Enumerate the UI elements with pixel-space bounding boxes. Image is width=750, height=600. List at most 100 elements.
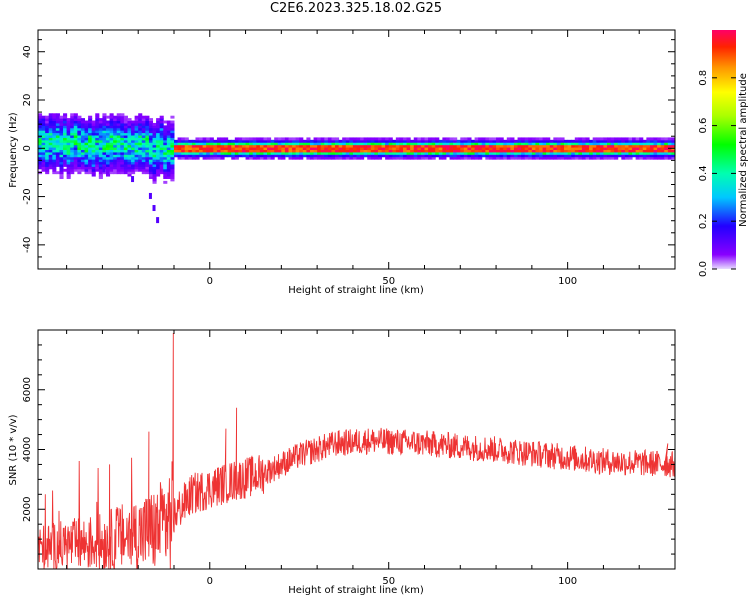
spectrogram-cell xyxy=(249,151,254,155)
spectrogram-cell xyxy=(639,149,644,153)
spectrogram-cell xyxy=(59,149,64,153)
spectrogram-cell xyxy=(116,139,121,143)
spectrogram-cell xyxy=(589,156,594,160)
spectrogram-cell xyxy=(553,156,558,160)
spectrogram-cell xyxy=(549,151,554,155)
spectrogram-cell xyxy=(324,156,329,160)
spectrogram-cell xyxy=(123,125,128,129)
snr-x-tick-label: 50 xyxy=(382,576,395,587)
spectrogram-cell xyxy=(234,142,239,146)
spectrogram-cell xyxy=(141,151,146,155)
spectrogram-cell xyxy=(52,139,57,143)
spectrogram-cell xyxy=(360,149,365,153)
spectrogram-cell xyxy=(91,135,96,138)
spectrogram-cell xyxy=(113,139,118,143)
spectrogram-cell xyxy=(299,149,304,153)
spectrogram-cell xyxy=(241,151,247,155)
spectrogram-cell xyxy=(152,132,157,136)
spectrogram-cell xyxy=(113,130,118,134)
spectrogram-cell xyxy=(156,151,161,155)
spectrogram-cell xyxy=(109,163,114,167)
spectrogram-cell xyxy=(320,154,325,158)
spectrogram-cell xyxy=(349,139,354,143)
spectrogram-cell xyxy=(116,151,121,155)
spectrogram-cell xyxy=(284,151,290,155)
spectrogram-cell xyxy=(420,147,425,150)
spectrogram-cell xyxy=(109,154,114,158)
spectrogram-cell xyxy=(360,142,365,146)
spectrogram-cell xyxy=(521,139,526,143)
spectrogram-cell xyxy=(170,156,175,160)
spectrogram-cell xyxy=(231,154,236,158)
spectrogram-cell xyxy=(152,154,157,158)
spectrogram-cell xyxy=(288,139,293,143)
spectrogram-cell xyxy=(70,127,75,131)
spectrogram-cell xyxy=(206,147,211,150)
spectrogram-cell xyxy=(556,147,561,150)
spectrogram-cell xyxy=(320,142,325,146)
spectrogram-cell xyxy=(524,149,529,153)
spectrogram-cell xyxy=(55,115,60,119)
spectrogram-cell xyxy=(370,147,375,150)
spectrogram-cell xyxy=(66,127,71,131)
spectrogram-cell xyxy=(406,144,411,148)
spectrogram-cell xyxy=(492,142,497,146)
spectrogram-cell xyxy=(91,163,96,167)
spectrogram-cell xyxy=(66,166,71,170)
spectrogram-cell xyxy=(195,147,200,150)
spectrogram-cell xyxy=(309,139,315,143)
spectrogram-cell xyxy=(424,147,429,150)
spectrogram-cell xyxy=(48,120,53,124)
spectrogram-cell xyxy=(531,142,536,146)
spectrogram-cell xyxy=(202,142,207,146)
spectrogram-cell xyxy=(331,151,336,155)
spectrogram-cell xyxy=(385,137,390,141)
spectrogram-cell xyxy=(485,139,490,143)
spectrogram-cell xyxy=(98,130,103,134)
spectrogram-cell xyxy=(399,142,404,146)
spectrogram-cell xyxy=(263,151,268,155)
spectrogram-cell xyxy=(48,159,53,163)
spectrogram-cell xyxy=(41,156,46,160)
spectrogram-cell xyxy=(102,130,107,134)
spectrogram-cell xyxy=(41,120,46,124)
spectrogram-cell xyxy=(109,122,114,126)
spectrogram-cell xyxy=(45,147,50,150)
spectrogram-cell xyxy=(177,144,182,148)
spectrogram-cell xyxy=(95,151,100,155)
spectrogram-cell xyxy=(356,137,361,141)
spectrogram-cell xyxy=(653,147,658,150)
spectrogram-cell xyxy=(95,115,100,119)
spectrogram-cell xyxy=(184,139,189,143)
spectrogram-cells xyxy=(38,113,675,224)
spectrogram-cell xyxy=(431,139,436,143)
spectrogram-cell xyxy=(159,154,164,158)
spectrogram-cell xyxy=(374,154,379,158)
spectrogram-cell xyxy=(313,139,318,143)
spectrogram-cell xyxy=(585,137,590,141)
spectrogram-cell xyxy=(116,120,121,124)
spectrogram-cell xyxy=(148,120,154,124)
spectrogram-cell xyxy=(80,151,86,155)
spectrogram-cell xyxy=(123,156,128,160)
spectrogram-cell xyxy=(417,156,422,160)
spectrogram-cell xyxy=(170,176,175,179)
spectrogram-cell xyxy=(206,139,211,143)
spectrogram-cell xyxy=(116,142,121,146)
spectrogram-cell xyxy=(521,142,526,146)
spectrogram-cell xyxy=(578,139,583,143)
spectrogram-cell xyxy=(614,142,619,146)
spectrogram-cell xyxy=(166,154,171,158)
spectrogram-cell xyxy=(599,139,604,143)
spectrogram-cell xyxy=(460,137,465,141)
spectrogram-cell xyxy=(499,151,504,155)
spectrogram-cell xyxy=(77,139,82,143)
spectrogram-cell xyxy=(70,147,75,150)
spectrogram-cell xyxy=(88,127,93,131)
spectrogram-cell xyxy=(66,125,71,129)
spectrogram-cell xyxy=(599,147,604,150)
spectrogram-cell xyxy=(59,166,64,170)
spectrogram-cell xyxy=(338,151,343,155)
spectrogram-cell xyxy=(392,142,397,146)
spectrogram-cell xyxy=(381,139,386,143)
